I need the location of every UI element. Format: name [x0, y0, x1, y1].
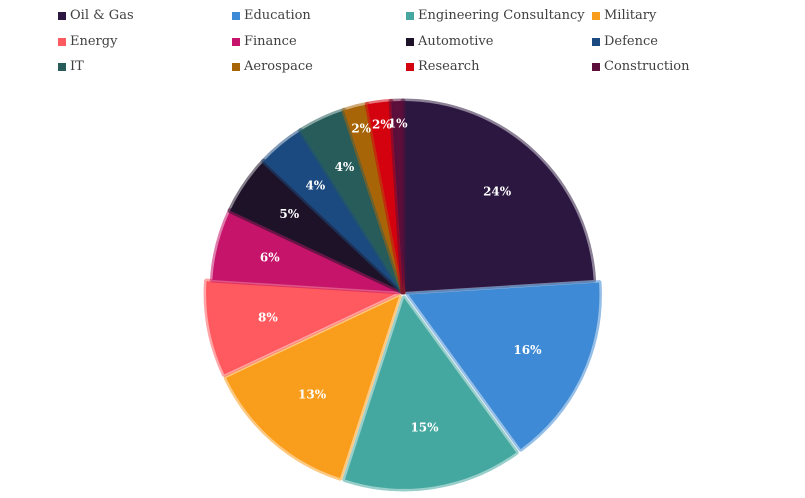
- legend-swatch: [232, 37, 240, 46]
- legend-swatch: [58, 37, 66, 46]
- slice-label: 8%: [258, 310, 278, 324]
- legend-item: Energy: [58, 34, 117, 49]
- slice-label: 16%: [513, 343, 542, 357]
- legend-swatch: [406, 62, 414, 71]
- legend-swatch: [58, 62, 66, 71]
- legend-label: IT: [70, 59, 84, 74]
- legend-swatch: [592, 37, 600, 46]
- legend-swatch: [592, 11, 600, 20]
- legend-label: Defence: [604, 34, 658, 49]
- legend-item: IT: [58, 59, 84, 74]
- slice-label: 1%: [388, 117, 408, 131]
- slice-label: 5%: [279, 207, 299, 221]
- legend-item: Research: [406, 59, 479, 74]
- legend-item: Aerospace: [232, 59, 313, 74]
- legend-label: Education: [244, 8, 311, 23]
- legend-swatch: [58, 11, 66, 20]
- legend-item: Oil & Gas: [58, 8, 134, 23]
- legend-swatch: [406, 11, 414, 20]
- legend-item: Military: [592, 8, 656, 23]
- legend-item: Engineering Consultancy: [406, 8, 585, 23]
- slice-label: 4%: [335, 160, 355, 174]
- slice-label: 2%: [351, 122, 371, 136]
- legend-item: Automotive: [406, 34, 493, 49]
- legend-label: Automotive: [418, 34, 494, 49]
- pie-slice: [405, 280, 602, 452]
- pie-slice: [342, 295, 519, 492]
- legend-swatch: [232, 11, 240, 20]
- legend-item: Defence: [592, 34, 658, 49]
- pie-slice: [388, 98, 406, 295]
- legend-item: Construction: [592, 59, 690, 74]
- legend-label: Aerospace: [244, 59, 313, 74]
- legend-swatch: [232, 62, 240, 71]
- legend-label: Energy: [70, 34, 118, 49]
- legend-item: Finance: [232, 34, 297, 49]
- legend-swatch: [592, 62, 600, 71]
- legend-label: Finance: [244, 34, 297, 49]
- legend-label: Research: [418, 59, 480, 74]
- legend-label: Oil & Gas: [70, 8, 134, 23]
- slice-label: 13%: [298, 388, 327, 402]
- legend-label: Engineering Consultancy: [418, 8, 585, 23]
- legend-label: Construction: [604, 59, 690, 74]
- legend-swatch: [406, 37, 414, 46]
- pie-slice: [203, 278, 400, 377]
- slice-label: 2%: [372, 118, 392, 132]
- slice-label: 6%: [260, 250, 280, 264]
- slice-label: 24%: [483, 184, 512, 198]
- legend-label: Military: [604, 8, 657, 23]
- slice-label: 15%: [410, 420, 439, 434]
- slice-label: 4%: [305, 179, 325, 193]
- legend-item: Education: [232, 8, 311, 23]
- pie-slice: [400, 98, 597, 295]
- pie-slice: [223, 294, 402, 481]
